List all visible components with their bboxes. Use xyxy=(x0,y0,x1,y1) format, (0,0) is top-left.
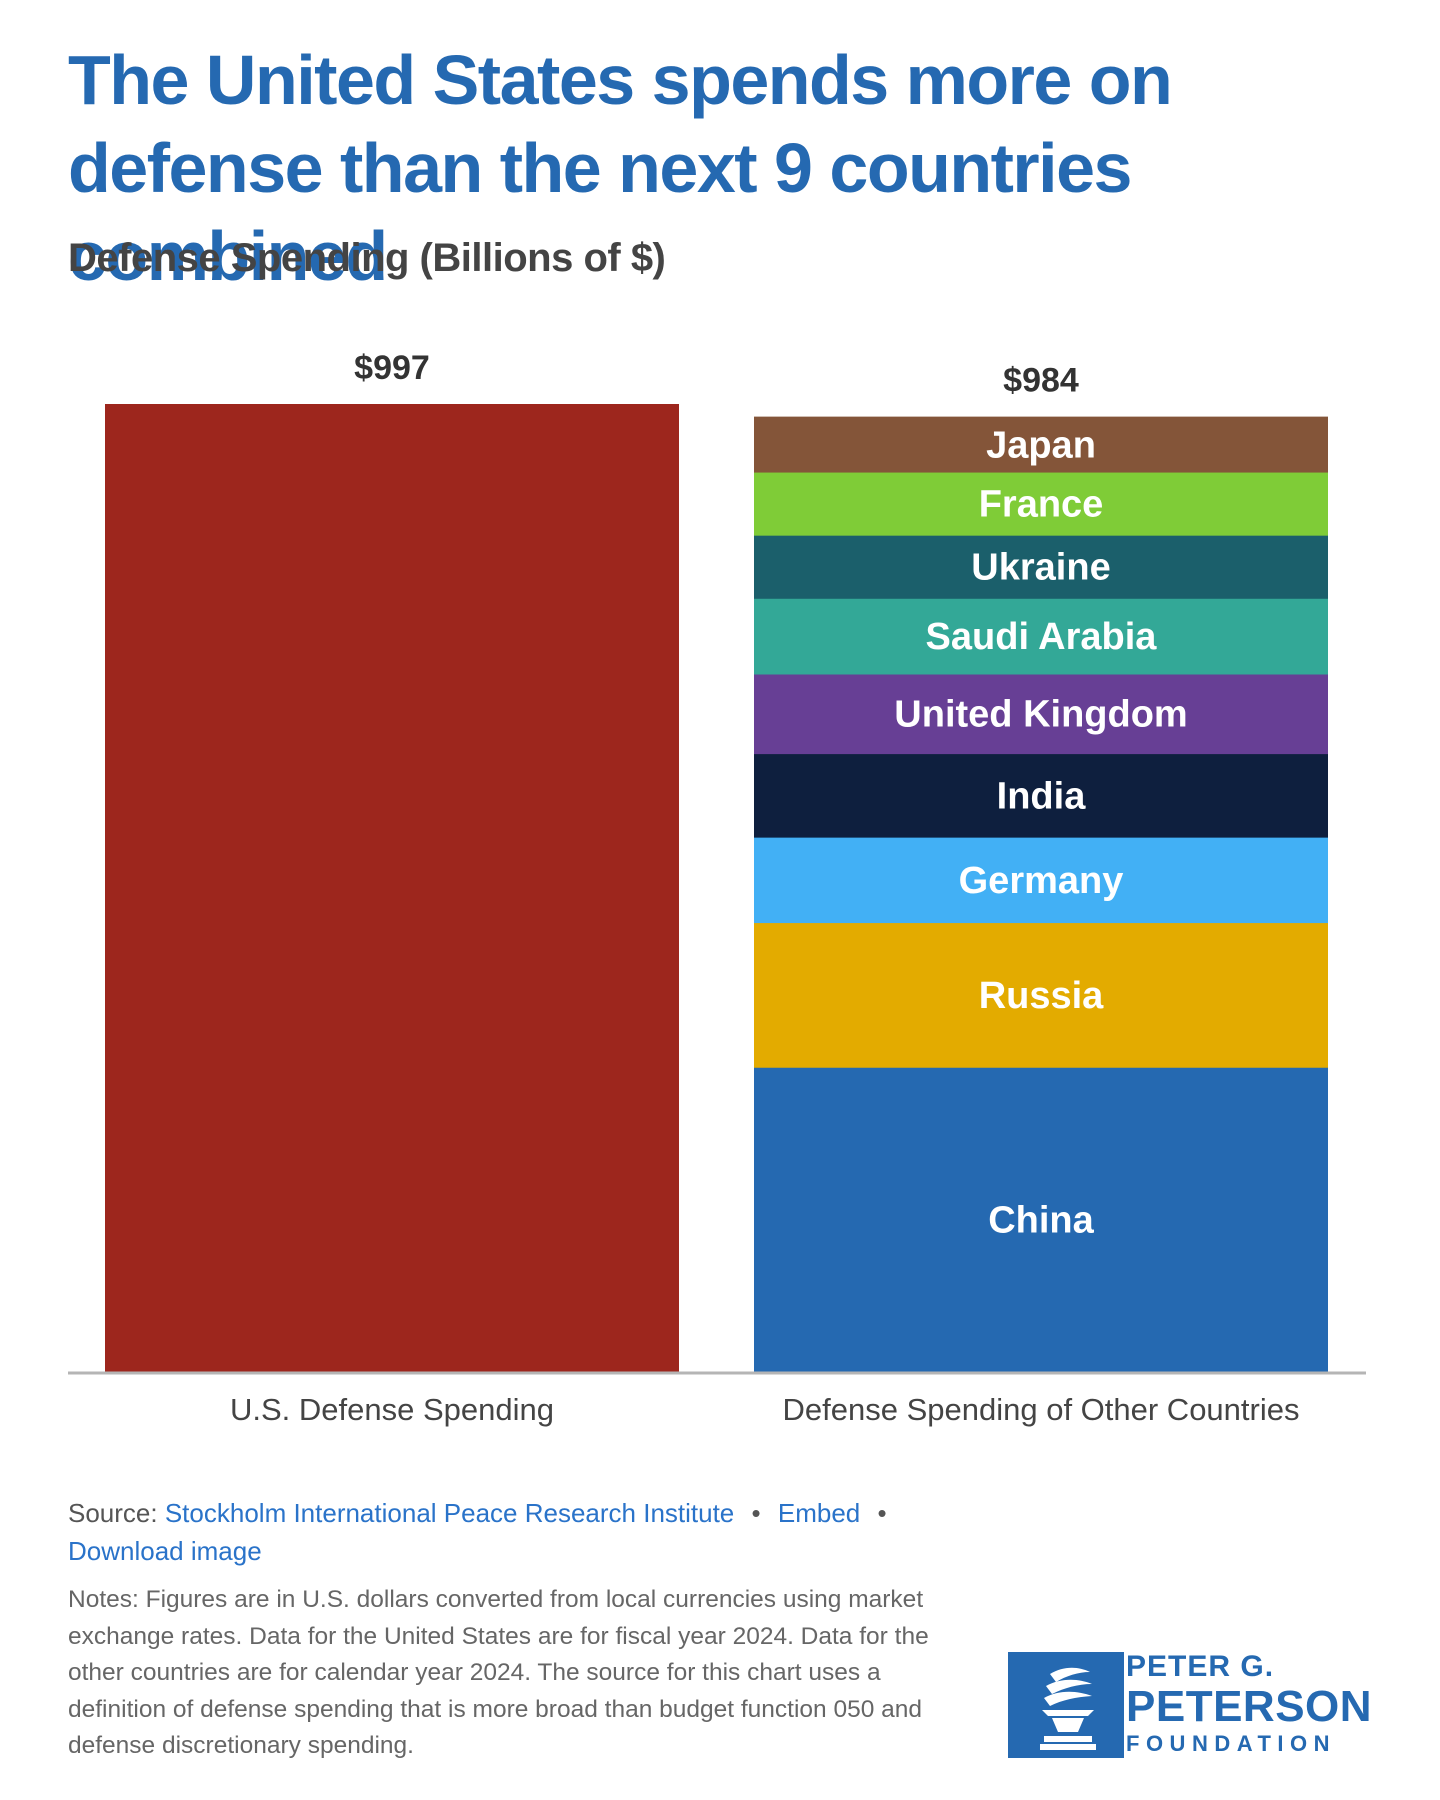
logo-line-3: FOUNDATION xyxy=(1126,1731,1337,1756)
source-prefix: Source: xyxy=(68,1498,158,1528)
bar-segment-ukraine xyxy=(754,535,1328,599)
segment-label-saudi-arabia: Saudi Arabia xyxy=(926,616,1158,658)
segment-label-germany: Germany xyxy=(959,860,1124,902)
embed-link[interactable]: Embed xyxy=(777,1498,861,1528)
chart-subtitle: Defense Spending (Billions of $) xyxy=(68,236,666,280)
bar-segment-united-states xyxy=(105,404,679,1373)
bar-segment-germany xyxy=(754,837,1328,924)
logo-line-1: PETER G. xyxy=(1126,1650,1275,1683)
bar-segment-france xyxy=(754,471,1328,536)
bar-segment-china xyxy=(754,1067,1328,1373)
stacked-bar-chart: $997 U.S. Defense Spending China Russia Germ… xyxy=(68,349,1366,1427)
total-label: $997 xyxy=(354,349,430,387)
download-image-link[interactable]: Download image xyxy=(68,1536,262,1566)
category-label: U.S. Defense Spending xyxy=(230,1392,554,1427)
segment-label-france: France xyxy=(979,484,1104,526)
separator-dot: • xyxy=(751,1498,761,1528)
logo-wordmark: PETER G. PETERSON FOUNDATION xyxy=(1126,1652,1372,1756)
total-label: $984 xyxy=(1003,362,1079,400)
segment-label-ukraine: Ukraine xyxy=(971,547,1110,589)
torch-icon xyxy=(1008,1652,1124,1758)
segment-label-japan: Japan xyxy=(986,424,1096,466)
chart-title: The United States spends more on defense… xyxy=(68,41,1173,295)
bar-segment-saudi-arabia xyxy=(754,598,1328,675)
segment-label-india: India xyxy=(997,775,1087,817)
peterson-foundation-logo[interactable]: PETER G. PETERSON FOUNDATION xyxy=(1008,1652,1388,1762)
chart-notes: Notes: Figures are in U.S. dollars conve… xyxy=(68,1586,929,1759)
bar-segment-japan xyxy=(754,416,1328,473)
segment-label-united-kingdom: United Kingdom xyxy=(894,694,1187,736)
source-line: Source: Stockholm International Peace Re… xyxy=(68,1494,968,1570)
segment-label-china: China xyxy=(988,1200,1094,1242)
source-link[interactable]: Stockholm International Peace Research I… xyxy=(164,1498,735,1528)
segment-label-russia: Russia xyxy=(979,975,1104,1017)
logo-line-2: PETERSON xyxy=(1126,1682,1373,1731)
bar-segment-united-kingdom xyxy=(754,673,1328,755)
separator-dot: • xyxy=(877,1498,887,1528)
category-label: Defense Spending of Other Countries xyxy=(783,1392,1300,1427)
bar-segment-russia xyxy=(754,922,1328,1068)
bar-segment-india xyxy=(754,753,1328,838)
